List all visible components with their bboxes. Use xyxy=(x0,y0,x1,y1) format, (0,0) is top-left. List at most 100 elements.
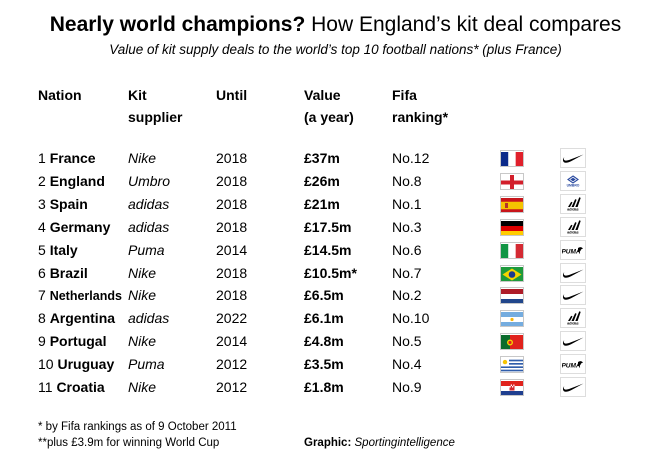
header-ranking-line2: ranking* xyxy=(392,109,449,125)
deal-value: £1.8m xyxy=(304,379,344,395)
svg-text:adidas: adidas xyxy=(567,230,578,233)
deal-value: £3.5m xyxy=(304,356,344,373)
nation-name: France xyxy=(49,150,96,166)
argentina-flag-icon xyxy=(500,310,524,328)
deal-until: 2022 xyxy=(216,310,248,327)
svg-text:adidas: adidas xyxy=(567,322,578,325)
deal-value: £37m xyxy=(304,150,340,166)
rank-number: 2 xyxy=(38,172,46,189)
nation-name: Uruguay xyxy=(57,356,115,373)
nation-name: Argentina xyxy=(49,310,116,327)
spain-flag-icon xyxy=(500,195,524,213)
nike-logo-icon xyxy=(560,331,586,352)
table-row: 4 Germany adidas 2018 £17.5m No.3 adidas xyxy=(0,216,671,238)
header-value-line1: Value xyxy=(304,87,341,103)
nation-cell: 1 France xyxy=(38,147,96,169)
fifa-ranking: No.8 xyxy=(392,172,422,189)
kit-supplier: Nike xyxy=(128,379,157,395)
nation-cell: 7 Netherlands xyxy=(38,284,122,307)
nation-name: England xyxy=(49,172,105,189)
header-until: Until xyxy=(216,87,248,103)
deal-value: £26m xyxy=(304,172,340,189)
deal-value: £4.8m xyxy=(304,333,344,350)
header-supplier-line2: supplier xyxy=(128,109,183,125)
netherlands-flag-icon xyxy=(500,287,524,305)
kit-supplier: Nike xyxy=(128,333,157,350)
title-bold: Nearly world champions? xyxy=(49,13,306,36)
nation-cell: 6 Brazil xyxy=(38,262,88,284)
umbro-logo-icon: UMBRO xyxy=(560,170,586,191)
header-supplier-line1: Kit xyxy=(128,87,147,103)
adidas-logo-icon: adidas xyxy=(560,308,586,329)
rank-number: 11 xyxy=(38,379,53,395)
header-value: Value (a year) xyxy=(304,84,354,128)
kit-supplier: Nike xyxy=(128,264,157,281)
fifa-ranking: No.10 xyxy=(392,310,430,327)
credit-label: Graphic: xyxy=(304,437,352,449)
kit-supplier: Puma xyxy=(128,241,165,258)
footnote-ranking: * by Fifa rankings as of 9 October 2011 xyxy=(38,421,237,433)
kit-supplier: adidas xyxy=(128,195,170,212)
england-flag-icon xyxy=(500,172,524,190)
nation-cell: 3 Spain xyxy=(38,193,88,215)
header-supplier: Kit supplier xyxy=(128,84,182,128)
nike-logo-icon xyxy=(560,148,586,168)
adidas-logo-icon: adidas xyxy=(560,216,586,237)
nation-cell: 4 Germany xyxy=(38,216,110,238)
nation-cell: 5 Italy xyxy=(38,239,78,261)
france-flag-icon xyxy=(500,150,524,167)
portugal-flag-icon xyxy=(500,333,524,351)
nation-cell: 11 Croatia xyxy=(38,376,105,398)
rank-number: 5 xyxy=(38,241,46,258)
header-value-line2: (a year) xyxy=(304,109,354,125)
table-row: 8 Argentina adidas 2022 £6.1m No.10 adidas xyxy=(0,307,671,329)
chart-subtitle: Value of kit supply deals to the world’s… xyxy=(109,42,562,57)
svg-text:UMBRO: UMBRO xyxy=(567,183,580,186)
rank-number: 4 xyxy=(38,218,46,235)
fifa-ranking: No.5 xyxy=(392,333,422,350)
rank-number: 1 xyxy=(38,150,46,166)
deal-until: 2014 xyxy=(216,241,248,258)
nation-cell: 9 Portugal xyxy=(38,330,106,352)
fifa-ranking: No.1 xyxy=(392,195,422,212)
deal-until: 2018 xyxy=(216,287,248,304)
table-row: 3 Spain adidas 2018 £21m No.1 adidas xyxy=(0,193,671,215)
table-row: 11 Croatia Nike 2012 £1.8m No.9 xyxy=(0,376,671,398)
deal-until: 2012 xyxy=(216,356,248,373)
table-row: 5 Italy Puma 2014 £14.5m No.6 PUMA xyxy=(0,239,671,261)
puma-logo-icon: PUMA xyxy=(560,354,586,375)
fifa-ranking: No.7 xyxy=(392,264,422,281)
italy-flag-icon xyxy=(500,241,524,259)
croatia-flag-icon xyxy=(500,379,524,396)
nation-cell: 10 Uruguay xyxy=(38,353,114,375)
kit-supplier: adidas xyxy=(128,218,170,235)
nation-name: Portugal xyxy=(49,333,107,350)
deal-value: £6.5m xyxy=(304,287,344,304)
rank-number: 8 xyxy=(38,310,46,327)
deal-value: £21m xyxy=(304,195,340,212)
table-row: 9 Portugal Nike 2014 £4.8m No.5 xyxy=(0,330,671,352)
nike-logo-icon xyxy=(560,285,586,306)
fifa-ranking: No.9 xyxy=(392,379,422,395)
fifa-ranking: No.2 xyxy=(392,287,422,304)
svg-text:PUMA: PUMA xyxy=(562,248,581,255)
nation-name: Brazil xyxy=(49,264,88,281)
table-row: 10 Uruguay Puma 2012 £3.5m No.4 PUMA xyxy=(0,353,671,375)
uruguay-flag-icon xyxy=(500,356,524,374)
nike-logo-icon xyxy=(560,262,586,283)
credit-source: Sportingintelligence xyxy=(354,437,455,449)
fifa-ranking: No.6 xyxy=(392,241,422,258)
deal-until: 2018 xyxy=(216,150,248,166)
rank-number: 7 xyxy=(38,287,46,304)
nation-cell: 8 Argentina xyxy=(38,307,115,329)
kit-supplier: Nike xyxy=(128,287,157,304)
deal-until: 2018 xyxy=(216,218,248,235)
footnote-bonus: **plus £3.9m for winning World Cup xyxy=(38,437,220,449)
deal-value: £17.5m xyxy=(304,218,352,235)
deal-value: £6.1m xyxy=(304,310,344,327)
svg-text:PUMA: PUMA xyxy=(562,363,581,370)
nike-logo-icon xyxy=(560,377,586,397)
nation-name: Spain xyxy=(49,195,88,212)
deal-until: 2018 xyxy=(216,195,248,212)
adidas-logo-icon: adidas xyxy=(560,193,586,214)
